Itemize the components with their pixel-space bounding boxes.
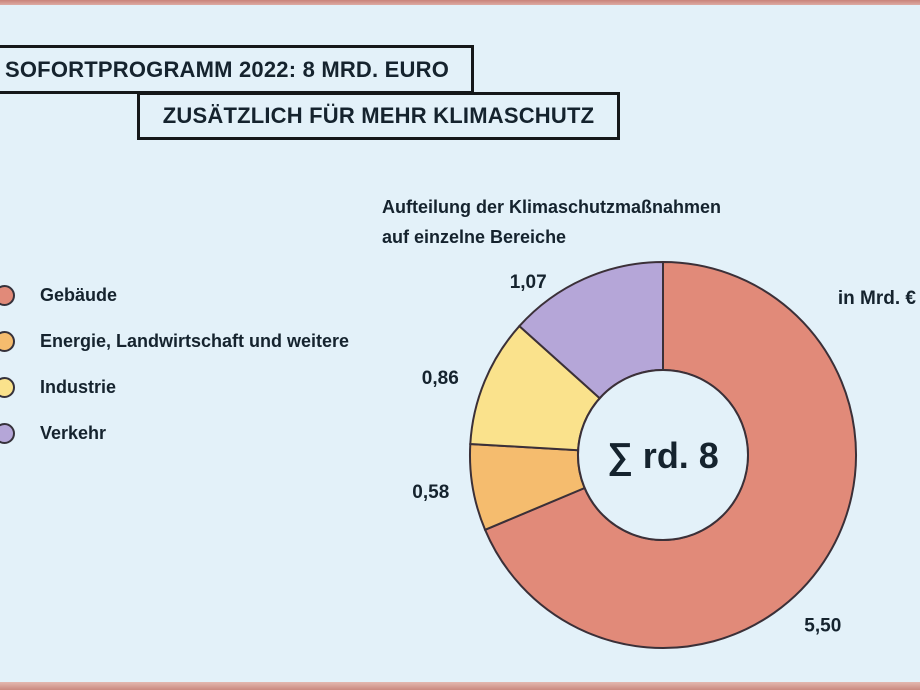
- bottom-accent-bar: [0, 682, 920, 690]
- title-line-2: ZUSÄTZLICH FÜR MEHR KLIMASCHUTZ: [162, 103, 595, 128]
- legend-item-energie-landwirtschaft-und-weitere: Energie, Landwirtschaft und weitere: [0, 318, 349, 364]
- legend-dot-industrie: [0, 376, 15, 398]
- legend-label: Verkehr: [40, 422, 107, 443]
- unit-label: in Mrd. €: [837, 288, 916, 309]
- chart-title: Aufteilung der Klimaschutzmaßnahmen auf …: [382, 197, 722, 247]
- legend-item-verkehr: Verkehr: [0, 410, 349, 456]
- top-accent-bar: [0, 0, 920, 5]
- legend-dot-verkehr: [0, 422, 15, 444]
- slice-value-label-verkehr: 1,07: [510, 272, 547, 293]
- legend-dot-energie-landwirtschaft-und-weitere: [0, 330, 15, 352]
- legend-label: Gebäude: [40, 284, 118, 305]
- chart-legend: Gebäude Energie, Landwirtschaft und weit…: [0, 272, 349, 456]
- legend-dot-gebaeude: [0, 284, 15, 306]
- title-line-1: SOFORTPROGRAMM 2022: 8 MRD. EURO: [5, 56, 450, 82]
- donut-hole: [577, 369, 749, 541]
- slice-value-label-gebaeude: 5,50: [804, 616, 841, 637]
- legend-label: Industrie: [40, 376, 117, 397]
- legend-label: Energie, Landwirtschaft und weitere: [40, 330, 350, 351]
- slice-value-label-energie-landwirtschaft-und-weitere: 0,58: [412, 482, 449, 503]
- title-box-1: SOFORTPROGRAMM 2022: 8 MRD. EURO: [0, 45, 474, 94]
- donut-center-total: ∑ rd. 8: [607, 435, 719, 476]
- legend-item-industrie: Industrie: [0, 364, 349, 410]
- slice-value-label-industrie: 0,86: [422, 368, 459, 389]
- legend-item-gebaeude: Gebäude: [0, 272, 349, 318]
